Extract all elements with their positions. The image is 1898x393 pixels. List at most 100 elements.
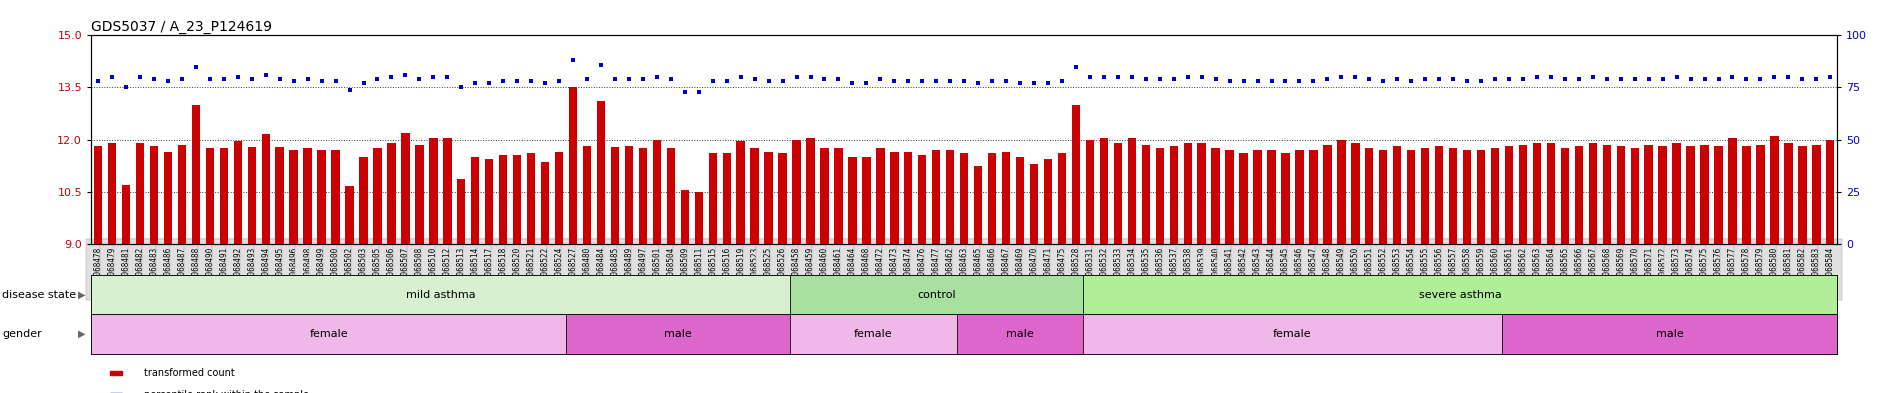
Point	[334, 86, 364, 93]
Bar	[1589, 143, 1596, 244]
Point	[459, 80, 490, 86]
Point	[795, 74, 826, 80]
Point	[1228, 78, 1258, 84]
Point	[936, 78, 966, 84]
Bar	[960, 153, 968, 244]
Point	[670, 88, 700, 95]
Point	[1731, 76, 1761, 82]
Bar	[695, 191, 702, 244]
Point	[600, 76, 630, 82]
Point	[1019, 80, 1050, 86]
Bar	[442, 138, 452, 244]
Point	[725, 74, 755, 80]
Text: GDS5037 / A_23_P124619: GDS5037 / A_23_P124619	[91, 20, 271, 34]
Point	[850, 80, 881, 86]
Bar	[1534, 143, 1541, 244]
Point	[809, 76, 839, 82]
Bar	[528, 153, 535, 244]
Point	[1718, 74, 1748, 80]
Point	[1480, 76, 1511, 82]
Bar	[583, 147, 590, 244]
Bar	[750, 148, 759, 244]
Point	[1131, 76, 1162, 82]
Point	[195, 76, 226, 82]
Text: male: male	[1006, 329, 1034, 339]
Point	[1661, 74, 1691, 80]
Point	[237, 76, 268, 82]
Bar	[486, 159, 493, 244]
Point	[139, 76, 169, 82]
Bar	[1406, 150, 1416, 244]
Point	[1048, 78, 1078, 84]
Point	[321, 78, 351, 84]
Bar	[1226, 150, 1234, 244]
Point	[824, 76, 854, 82]
Bar	[137, 143, 144, 244]
Point	[418, 74, 448, 80]
Bar	[624, 147, 634, 244]
Point	[1647, 76, 1678, 82]
Text: female: female	[309, 329, 347, 339]
Bar	[848, 157, 856, 244]
Point	[404, 76, 435, 82]
Point	[642, 74, 672, 80]
Point	[306, 78, 336, 84]
Point	[1410, 76, 1441, 82]
Bar	[1672, 143, 1682, 244]
Point	[1173, 74, 1203, 80]
Point	[1689, 76, 1720, 82]
Bar	[304, 148, 311, 244]
Bar	[1198, 143, 1205, 244]
Bar	[345, 186, 353, 244]
Bar	[1239, 153, 1247, 244]
Point	[1256, 78, 1287, 84]
Bar	[1547, 143, 1554, 244]
Bar	[416, 145, 423, 244]
Bar	[790, 275, 1084, 314]
Bar	[1057, 153, 1067, 244]
Point	[921, 78, 951, 84]
Bar	[1687, 147, 1695, 244]
Bar	[989, 153, 996, 244]
Bar	[1784, 143, 1792, 244]
Bar	[1617, 147, 1625, 244]
Point	[1494, 76, 1524, 82]
Point	[251, 72, 281, 78]
Bar	[1086, 140, 1093, 244]
Bar	[1714, 147, 1723, 244]
Text: ▶: ▶	[78, 290, 85, 300]
Bar	[1114, 143, 1122, 244]
Bar	[778, 153, 788, 244]
Bar	[1380, 150, 1387, 244]
Point	[167, 76, 197, 82]
Bar	[205, 148, 214, 244]
Text: percentile rank within the sample: percentile rank within the sample	[144, 390, 309, 393]
Point	[1116, 74, 1146, 80]
Bar	[471, 157, 480, 244]
Point	[433, 74, 463, 80]
Text: ▶: ▶	[78, 329, 85, 339]
Bar	[1797, 147, 1807, 244]
Bar	[681, 190, 689, 244]
Point	[264, 76, 294, 82]
Point	[782, 74, 812, 80]
Point	[571, 76, 602, 82]
Bar	[332, 150, 340, 244]
Bar	[1310, 150, 1317, 244]
Point	[1759, 74, 1790, 80]
Bar	[708, 153, 717, 244]
Bar	[1771, 136, 1778, 244]
Bar	[890, 152, 898, 244]
Bar	[192, 105, 199, 244]
Text: disease state: disease state	[2, 290, 76, 300]
Bar	[512, 155, 522, 244]
Point	[1186, 74, 1217, 80]
Bar	[163, 152, 173, 244]
Point	[558, 57, 588, 64]
Point	[1788, 76, 1818, 82]
Bar	[91, 314, 566, 354]
Point	[1577, 74, 1608, 80]
Point	[1606, 76, 1636, 82]
Text: female: female	[1274, 329, 1312, 339]
Bar	[247, 147, 256, 244]
